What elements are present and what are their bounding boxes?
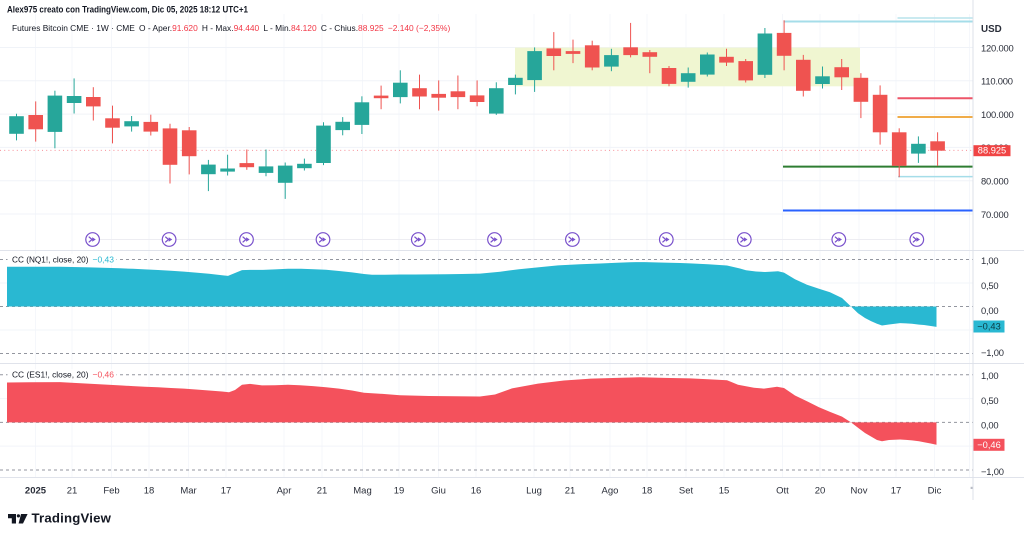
svg-text:17: 17 bbox=[221, 486, 232, 497]
svg-text:80.000: 80.000 bbox=[981, 176, 1008, 187]
svg-text:Alex975 creato con TradingView: Alex975 creato con TradingView.com, Dic … bbox=[7, 5, 248, 15]
svg-text:Mar: Mar bbox=[180, 486, 196, 497]
svg-text:−0,43: −0,43 bbox=[93, 254, 115, 264]
svg-text:TradingView: TradingView bbox=[32, 511, 112, 526]
svg-text:110.000: 110.000 bbox=[981, 76, 1013, 87]
svg-text:−0,43: −0,43 bbox=[977, 322, 1001, 332]
svg-text:−1,00: −1,00 bbox=[981, 347, 1004, 358]
svg-text:100.000: 100.000 bbox=[981, 109, 1014, 120]
svg-text:Apr: Apr bbox=[277, 486, 292, 497]
svg-text:Dic: Dic bbox=[928, 486, 942, 497]
svg-text:2025: 2025 bbox=[25, 486, 47, 497]
svg-text:0,00: 0,00 bbox=[981, 419, 998, 430]
svg-text:20: 20 bbox=[815, 486, 826, 497]
svg-text:−0,46: −0,46 bbox=[93, 370, 115, 380]
svg-text:Futures Bitcoin CME · 1W · CME: Futures Bitcoin CME · 1W · CME O - Aper.… bbox=[12, 23, 450, 33]
svg-text:Lug: Lug bbox=[526, 486, 542, 497]
svg-text:−0,46: −0,46 bbox=[977, 440, 1001, 450]
svg-text:21: 21 bbox=[67, 486, 78, 497]
svg-text:21: 21 bbox=[317, 486, 328, 497]
svg-text:0,00: 0,00 bbox=[981, 305, 998, 316]
svg-text:Mag: Mag bbox=[353, 486, 371, 497]
svg-text:18: 18 bbox=[642, 486, 653, 497]
svg-text:USD: USD bbox=[981, 24, 1002, 35]
svg-text:88.925: 88.925 bbox=[978, 146, 1006, 156]
svg-text:16: 16 bbox=[471, 486, 482, 497]
svg-text:19: 19 bbox=[394, 486, 405, 497]
svg-text:21: 21 bbox=[565, 486, 576, 497]
svg-text:0,50: 0,50 bbox=[981, 395, 998, 406]
svg-text:15: 15 bbox=[719, 486, 730, 497]
svg-text:17: 17 bbox=[891, 486, 902, 497]
svg-text:Ott: Ott bbox=[776, 486, 789, 497]
svg-text:Nov: Nov bbox=[851, 486, 868, 497]
svg-text:1,00: 1,00 bbox=[981, 255, 998, 266]
svg-text:CC (ES1!, close, 20): CC (ES1!, close, 20) bbox=[12, 370, 89, 380]
svg-text:Feb: Feb bbox=[103, 486, 119, 497]
svg-text:70.000: 70.000 bbox=[981, 209, 1008, 220]
svg-text:0,50: 0,50 bbox=[981, 280, 998, 291]
svg-text:Set: Set bbox=[679, 486, 694, 497]
svg-text:18: 18 bbox=[144, 486, 155, 497]
svg-text:−1,00: −1,00 bbox=[981, 466, 1004, 477]
svg-text:Ago: Ago bbox=[602, 486, 619, 497]
svg-text:1,00: 1,00 bbox=[981, 370, 998, 381]
svg-text:120.000: 120.000 bbox=[981, 42, 1014, 53]
svg-text:CC (NQ1!, close, 20): CC (NQ1!, close, 20) bbox=[12, 254, 89, 264]
svg-text:Giu: Giu bbox=[431, 486, 446, 497]
